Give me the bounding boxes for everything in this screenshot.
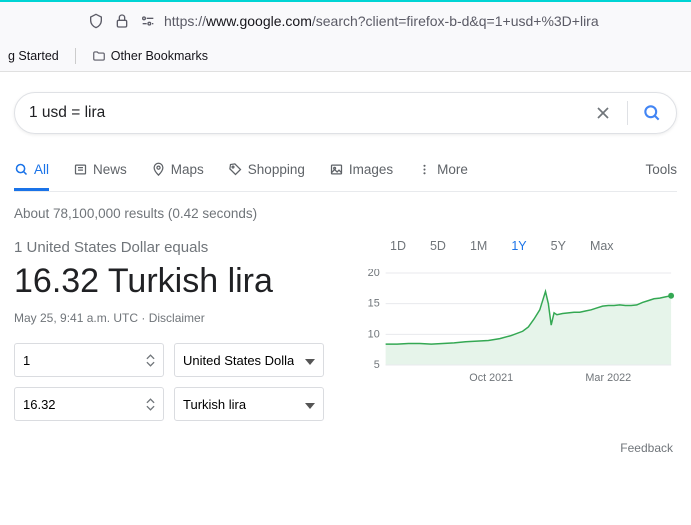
tab-label: Images [349,162,393,177]
permissions-icon[interactable] [140,13,156,29]
url-text[interactable]: https://www.google.com/search?client=fir… [164,13,683,29]
caret-down-icon [305,353,315,368]
tab-more[interactable]: More [417,148,468,191]
conversion-card: 1 United States Dollar equals 16.32 Turk… [14,239,677,431]
url-prefix: https:// [164,13,206,29]
result-stats: About 78,100,000 results (0.42 seconds) [14,206,677,221]
news-icon [73,162,88,177]
bookmark-separator [75,48,76,64]
to-amount-box [14,387,164,421]
period-1Y[interactable]: 1Y [511,239,526,253]
svg-text:Mar 2022: Mar 2022 [585,372,631,384]
shield-icon[interactable] [88,13,104,29]
search-icon[interactable] [642,103,662,123]
tab-all[interactable]: All [14,148,49,191]
to-amount-input[interactable] [23,397,123,412]
tools-button[interactable]: Tools [645,162,677,177]
period-1M[interactable]: 1M [470,239,487,253]
bookmark-getting-started[interactable]: g Started [8,49,59,63]
search-input[interactable] [29,104,593,122]
svg-text:5: 5 [374,359,380,371]
period-1D[interactable]: 1D [390,239,406,253]
period-Max[interactable]: Max [590,239,614,253]
clear-icon[interactable] [593,103,613,123]
conversion-timestamp: May 25, 9:41 a.m. UTC [14,311,138,325]
caret-down-icon [305,397,315,412]
from-amount-input[interactable] [23,353,123,368]
images-icon [329,162,344,177]
tab-label: More [437,162,468,177]
feedback-link[interactable]: Feedback [14,441,677,455]
conversion-title: 1 United States Dollar equals [14,239,334,256]
folder-icon [92,49,106,63]
url-path: /search?client=firefox-b-d&q=1+usd+%3D+l… [312,13,599,29]
search-divider [627,101,628,125]
dot: · [138,311,149,325]
bookmark-label: Other Bookmarks [111,49,208,63]
lock-icon[interactable] [114,13,130,29]
exchange-rate-chart: 5 10 15 20 Oct 2021 Mar 2022 [362,269,677,389]
spinner-icon[interactable] [146,354,155,367]
spinner-icon[interactable] [146,398,155,411]
period-5Y[interactable]: 5Y [551,239,566,253]
conversion-result: 16.32 Turkish lira [14,262,334,301]
search-container [14,72,677,134]
url-domain: www.google.com [206,13,312,29]
result-tabs: All News Maps Shopping Images More [14,148,677,192]
tab-shopping[interactable]: Shopping [228,148,305,191]
bookmark-other[interactable]: Other Bookmarks [92,49,208,63]
from-amount-box [14,343,164,377]
svg-text:Oct 2021: Oct 2021 [469,372,513,384]
search-box [14,92,677,134]
more-icon [417,162,432,177]
bookmark-label: g Started [8,49,59,63]
url-security-icons [88,13,156,29]
tab-label: Shopping [248,162,305,177]
tab-label: All [34,162,49,177]
svg-text:20: 20 [368,269,380,279]
bookmarks-bar: g Started Other Bookmarks [0,40,691,72]
maps-icon [151,162,166,177]
tab-label: News [93,162,127,177]
tab-maps[interactable]: Maps [151,148,204,191]
conversion-meta: May 25, 9:41 a.m. UTC · Disclaimer [14,311,334,325]
svg-text:15: 15 [368,298,380,310]
select-label: United States Dolla [183,353,294,368]
tab-images[interactable]: Images [329,148,393,191]
from-currency-select[interactable]: United States Dolla [174,343,324,377]
tab-news[interactable]: News [73,148,127,191]
period-5D[interactable]: 5D [430,239,446,253]
url-bar: https://www.google.com/search?client=fir… [0,2,691,40]
disclaimer-link[interactable]: Disclaimer [149,311,205,325]
shopping-icon [228,162,243,177]
svg-text:10: 10 [368,328,380,340]
tab-label: Maps [171,162,204,177]
chart-period-row: 1D 5D 1M 1Y 5Y Max [362,239,677,253]
search-small-icon [14,162,29,177]
select-label: Turkish lira [183,397,246,412]
to-currency-select[interactable]: Turkish lira [174,387,324,421]
